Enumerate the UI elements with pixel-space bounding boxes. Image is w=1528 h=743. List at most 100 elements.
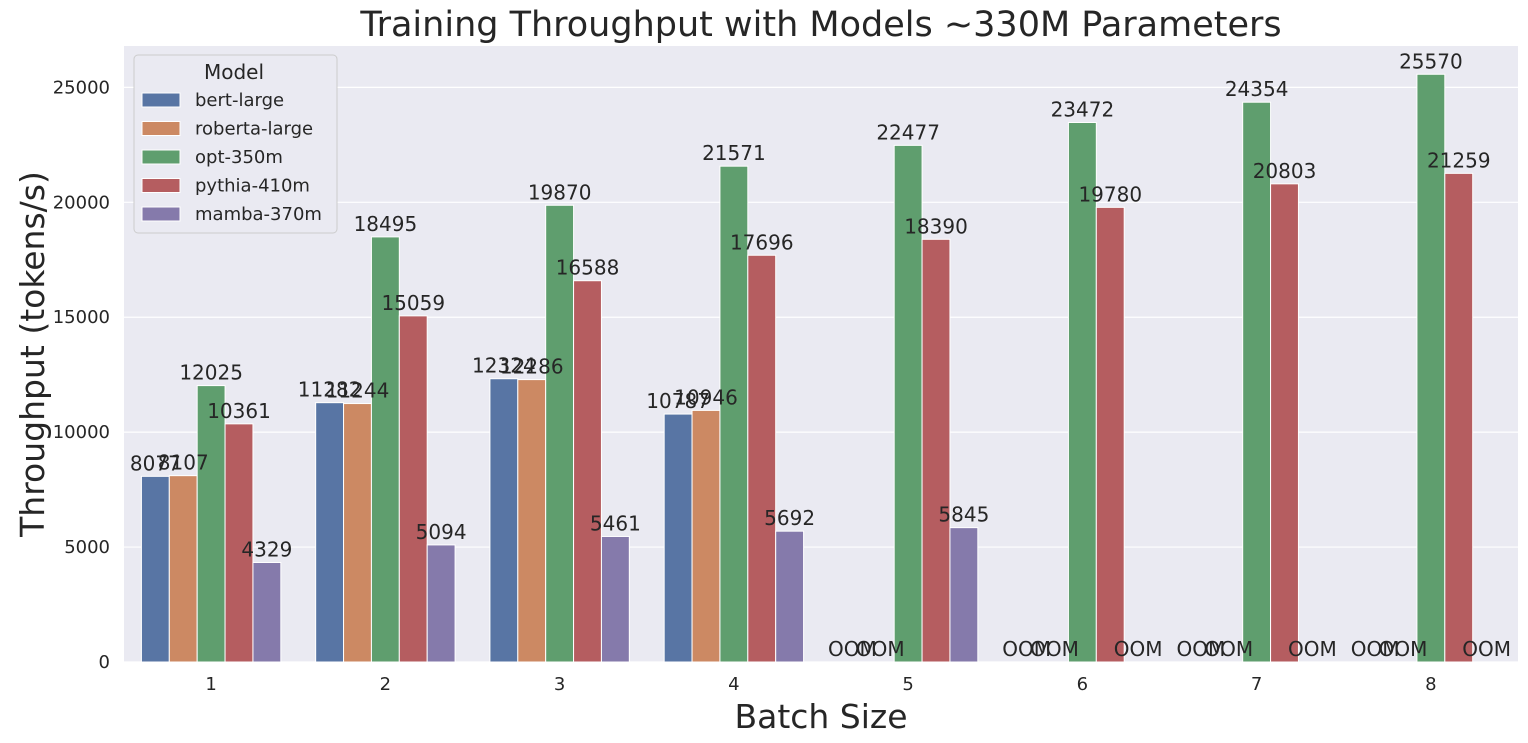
x-ticks: 1 2 3 4 5 6 7 8	[205, 674, 1436, 695]
bar-value-label: 18390	[904, 214, 968, 238]
x-tick-label: 1	[205, 674, 216, 695]
bar-opt-350m	[545, 204, 575, 663]
oom-label: OOM	[1204, 637, 1253, 661]
legend-entry-label: mamba-370m	[195, 204, 322, 225]
bar-value-label: 5692	[764, 506, 815, 530]
y-ticks: 0 5000 10000 15000 20000 25000	[53, 77, 110, 673]
oom-label: OOM	[1462, 637, 1511, 661]
bar-opt-350m	[1242, 101, 1272, 663]
y-axis-label: Throughput (tokens/s)	[13, 171, 52, 538]
oom-label: OOM	[828, 637, 877, 661]
legend-entry-label: opt-350m	[195, 147, 283, 168]
bar-value-label: 25570	[1399, 49, 1463, 73]
legend-entry-label: bert-large	[195, 90, 284, 111]
legend-swatch	[141, 121, 181, 136]
y-tick-label: 10000	[53, 422, 110, 443]
bar-bert-large	[663, 413, 693, 663]
legend-entry-label: roberta-large	[195, 119, 313, 140]
bar-value-label: 12286	[500, 355, 564, 379]
bar-pythia-410m	[747, 254, 777, 663]
bar-value-label: 15059	[381, 291, 445, 315]
bar-value-label: 8077	[130, 451, 181, 475]
legend-swatch	[141, 92, 181, 108]
bar-mamba-370m	[775, 530, 805, 663]
bar-value-label: 18495	[354, 212, 418, 236]
oom-label: OOM	[1176, 637, 1225, 661]
bar-mamba-370m	[949, 527, 979, 663]
legend-items: bert-large roberta-large opt-350m pythia-41…	[141, 90, 322, 225]
x-tick-label: 5	[902, 674, 913, 695]
x-tick-label: 8	[1425, 674, 1436, 695]
oom-label: OOM	[1288, 637, 1337, 661]
bar-value-label: 10946	[674, 385, 738, 409]
legend-title: Model	[204, 60, 264, 84]
bar-value-label: 4329	[241, 537, 292, 561]
x-axis-label: Batch Size	[734, 697, 907, 736]
oom-label: OOM	[1379, 637, 1428, 661]
y-tick-label: 20000	[53, 192, 110, 213]
bar-value-label: 23472	[1051, 97, 1115, 121]
oom-label: OOM	[1030, 637, 1079, 661]
bar-pythia-410m	[573, 280, 602, 663]
bar-bert-large	[315, 402, 345, 663]
bar-value-label: 5094	[416, 520, 467, 544]
x-tick-label: 7	[1251, 674, 1262, 695]
y-tick-label: 15000	[53, 307, 110, 328]
x-tick-label: 4	[728, 674, 739, 695]
legend-entry-label: pythia-410m	[195, 176, 310, 197]
chart-title: Training Throughput with Models ~330M Pa…	[359, 5, 1281, 45]
bar-pythia-410m	[398, 315, 428, 663]
bar-opt-350m	[893, 144, 923, 663]
oom-label: OOM	[856, 637, 905, 661]
x-tick-label: 6	[1077, 674, 1088, 695]
bar-pythia-410m	[921, 238, 951, 663]
bar-roberta-large	[691, 409, 721, 663]
bar-value-label: 12324	[472, 354, 536, 378]
bar-value-label: 5845	[938, 503, 989, 527]
bar-value-label: 24354	[1225, 77, 1289, 101]
y-tick-label: 25000	[53, 77, 110, 98]
x-tick-label: 2	[380, 674, 391, 695]
bar-value-label: 10361	[207, 399, 271, 423]
bar-bert-large	[140, 475, 170, 663]
bar-value-label: 19780	[1078, 182, 1142, 206]
oom-label: OOM	[1002, 637, 1051, 661]
legend-swatch	[141, 149, 181, 165]
bar-opt-350m	[370, 236, 400, 663]
bar-value-label: 21571	[702, 141, 766, 165]
bar-mamba-370m	[252, 561, 282, 663]
bar-mamba-370m	[426, 544, 456, 663]
bar-opt-350m	[196, 385, 226, 663]
y-tick-label: 0	[99, 652, 110, 673]
bar-value-label: 8107	[158, 451, 209, 475]
bar-value-label: 21259	[1427, 148, 1491, 172]
bar-bert-large	[489, 378, 519, 663]
legend-swatch	[141, 178, 181, 193]
bar-value-label: 22477	[876, 120, 940, 144]
x-tick-label: 3	[554, 674, 565, 695]
bar-value-label: 10787	[646, 389, 710, 413]
bars-group	[140, 73, 1474, 663]
bar-roberta-large	[168, 475, 198, 663]
bar-pythia-410m	[1444, 172, 1474, 663]
bar-value-label: 20803	[1253, 159, 1317, 183]
y-tick-label: 5000	[64, 537, 110, 558]
bar-mamba-370m	[600, 535, 630, 663]
bar-value-label: 5461	[590, 511, 641, 535]
oom-label: OOM	[1114, 637, 1163, 661]
oom-label: OOM	[1351, 637, 1400, 661]
legend-swatch	[141, 206, 181, 222]
legend-box	[133, 54, 338, 234]
bar-roberta-large	[343, 403, 372, 663]
bar-value-label: 11244	[326, 379, 390, 403]
bar-value-label: 17696	[730, 230, 794, 254]
bar-pythia-410m	[224, 423, 254, 663]
bar-value-label: 12025	[179, 361, 243, 385]
bar-value-label: 16588	[556, 256, 620, 280]
bar-pythia-410m	[1095, 206, 1125, 663]
bar-pythia-410m	[1270, 183, 1299, 663]
bar-opt-350m	[1416, 73, 1446, 663]
bar-value-label: 19870	[528, 180, 592, 204]
